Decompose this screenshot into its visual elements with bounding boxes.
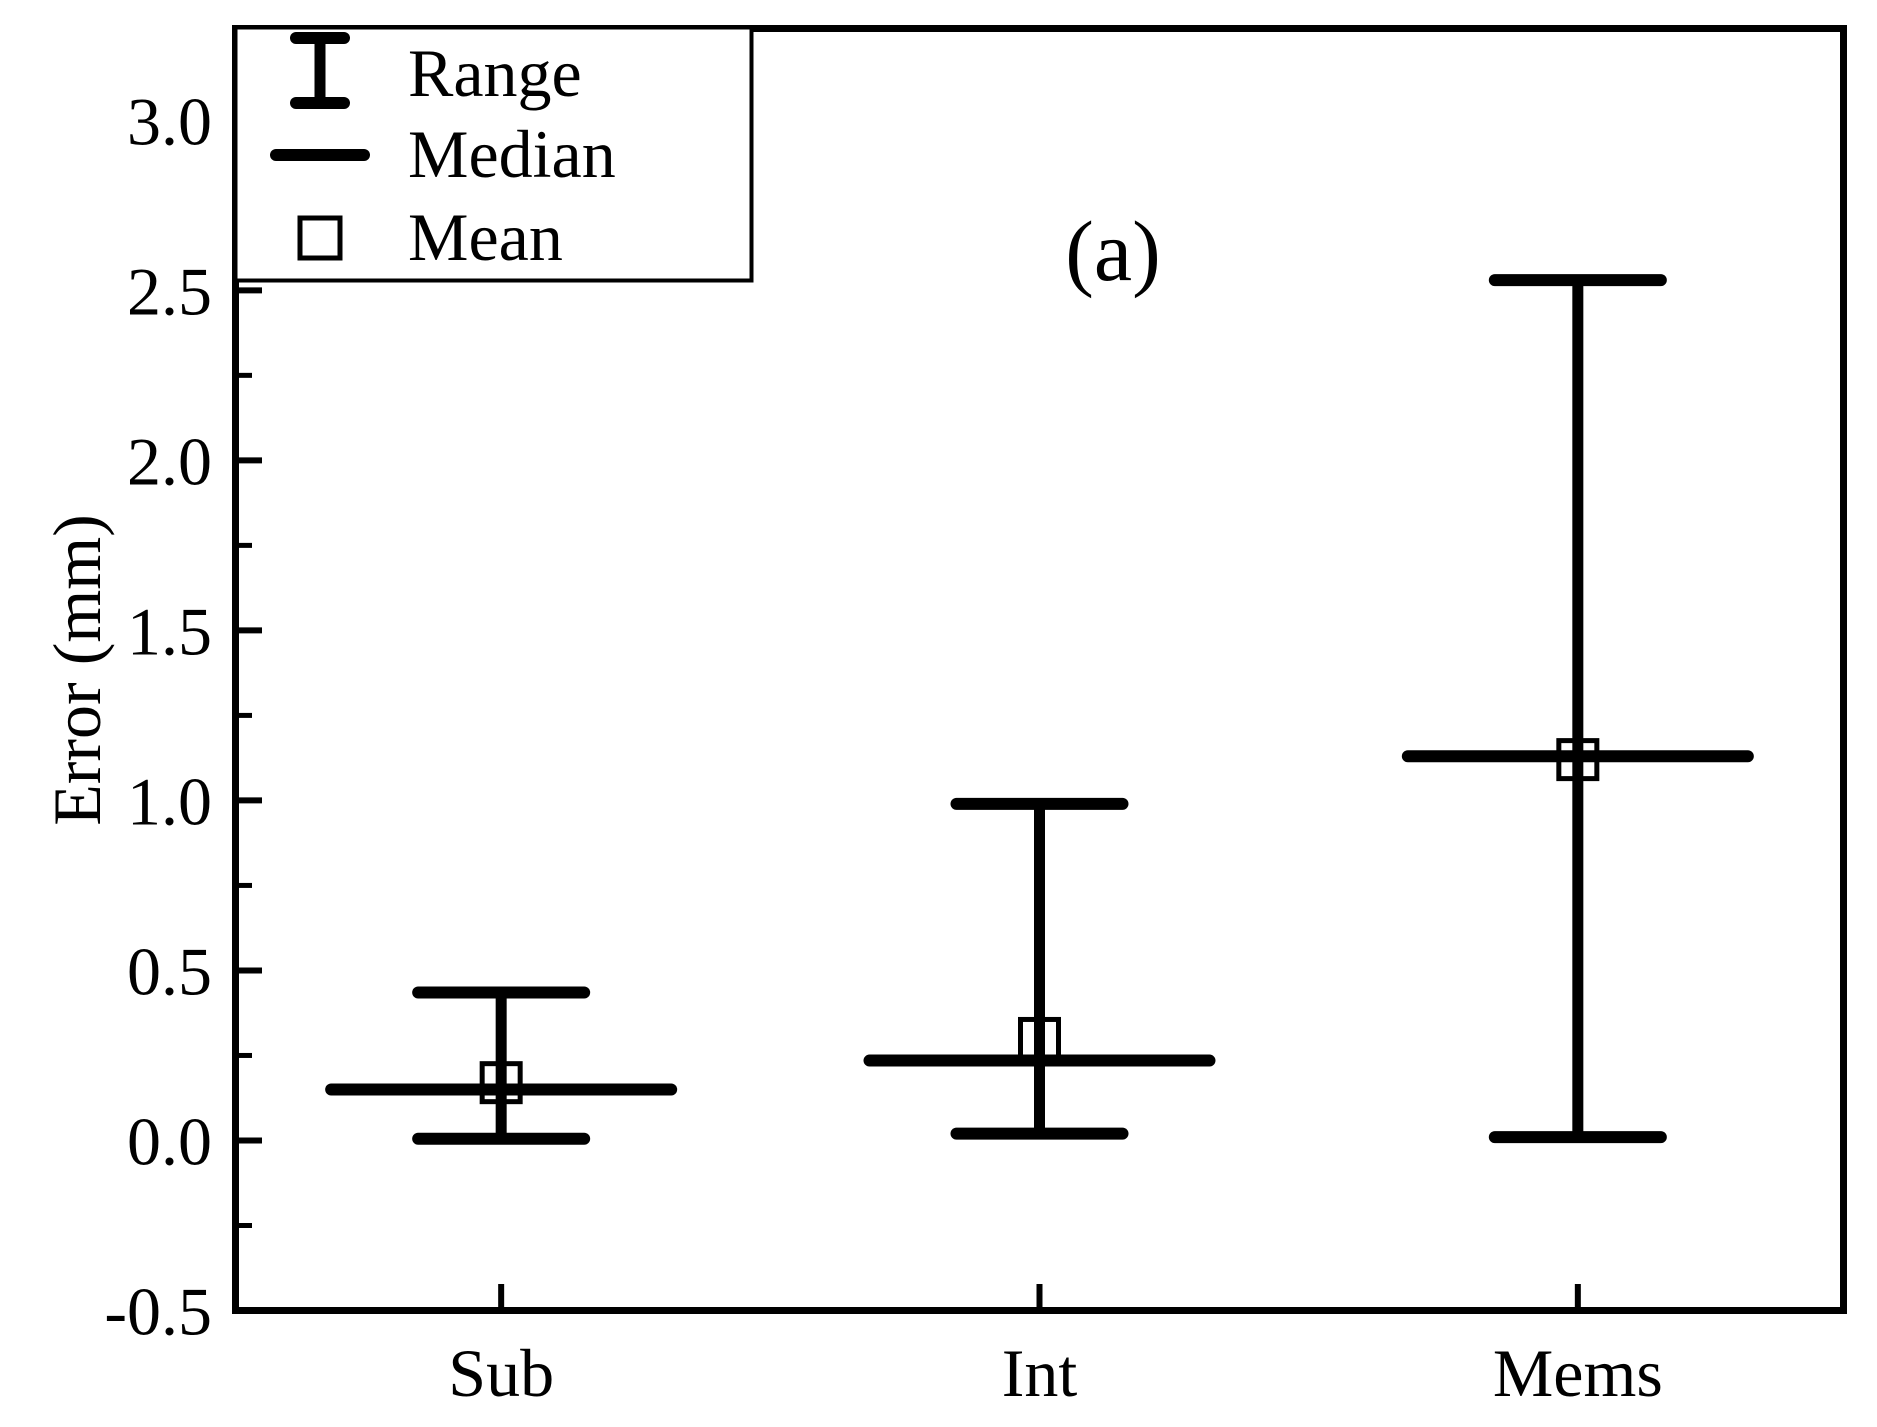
range-errorbar-icon xyxy=(290,32,350,109)
legend: Range Median Mean xyxy=(233,25,754,283)
mean-square-icon xyxy=(297,215,343,261)
legend-label-mean: Mean xyxy=(408,199,563,275)
series-mems xyxy=(1401,274,1754,1144)
x-category-label: Int xyxy=(1002,1335,1078,1411)
y-tick-label: 0.5 xyxy=(127,933,212,1009)
legend-label-range: Range xyxy=(408,35,582,111)
mean-square xyxy=(1018,1016,1061,1060)
y-tick-label: 2.5 xyxy=(127,253,212,329)
x-category-label: Sub xyxy=(448,1335,554,1411)
y-axis-title: Error (mm) xyxy=(39,514,115,826)
chart-title: (a) xyxy=(1065,203,1160,299)
y-tick-label: 3.0 xyxy=(127,83,212,159)
y-tick-label: 0.0 xyxy=(127,1103,212,1179)
data-series xyxy=(325,274,1754,1145)
mean-square xyxy=(1556,738,1600,782)
y-tick-label: 1.0 xyxy=(127,763,212,839)
mean-square xyxy=(479,1061,523,1105)
x-category-label: Mems xyxy=(1493,1335,1663,1411)
series-int xyxy=(863,797,1216,1140)
y-tick-label: 2.0 xyxy=(127,423,212,499)
plot-border xyxy=(232,25,1847,1314)
legend-label-median: Median xyxy=(408,116,616,192)
series-sub xyxy=(325,986,678,1145)
y-tick-label: 1.5 xyxy=(127,593,212,669)
y-tick-label: -0.5 xyxy=(104,1274,212,1350)
axis-labels: 3.0 2.5 2.0 1.5 1.0 0.5 0.0 -0.5 Sub Int Mems xyxy=(104,83,1662,1411)
